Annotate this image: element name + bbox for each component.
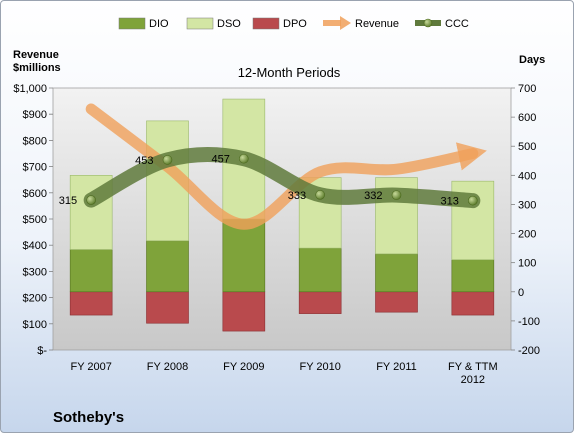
x-tick-label: FY & TTM [448,361,498,373]
ccc-point [86,195,96,205]
left-tick-label: $1,000 [13,83,47,95]
right-axis-label: Days [519,54,545,66]
chart-title: 12-Month Periods [238,65,341,80]
ccc-point [468,195,478,206]
x-tick-label: FY 2010 [299,361,340,373]
ccc-point [315,190,325,200]
right-tick-label: -200 [518,345,540,357]
left-tick-label: $800 [23,135,47,147]
bar-dio [69,249,113,293]
legend-label-dpo: DPO [283,18,307,30]
left-tick-label: $900 [23,109,47,121]
right-tick-label: 600 [518,112,536,124]
left-axis: $- $100 $200 $300 $400 $500 $600 $700 $800 $900 $1… [13,83,53,357]
ccc-data-label: 453 [135,155,153,167]
bar-dio [298,247,342,293]
right-tick-label: -100 [518,316,540,328]
x-tick-label: FY 2008 [147,361,188,373]
ccc-data-label: 313 [440,196,458,208]
bar-dio [146,240,189,293]
legend-label-ccc: CCC [445,18,469,30]
legend-label-dso: DSO [217,18,241,30]
x-tick-label: 2012 [461,374,485,386]
legend-swatch-dio [118,17,146,30]
right-tick-label: 0 [518,287,524,299]
left-tick-label: $400 [23,240,47,252]
ccc-point [162,155,173,165]
company-name: Sotheby's [53,409,124,426]
bar-dio [375,253,418,293]
left-axis-label-line1: Revenue [13,49,59,61]
bar-dpo [451,291,495,316]
left-tick-label: $600 [23,188,47,200]
ccc-point [239,153,249,164]
legend-swatch-dpo [252,17,280,30]
right-tick-label: 700 [518,83,536,95]
left-tick-label: $- [37,345,47,357]
ccc-data-label: 315 [59,195,77,207]
ccc-data-label: 457 [211,154,229,166]
right-tick-label: 400 [518,170,536,182]
bar-dpo [375,291,418,313]
left-tick-label: $700 [23,162,47,174]
legend-label-revenue: Revenue [355,18,399,30]
legend-swatch-dso [186,17,214,30]
right-tick-label: 500 [518,141,536,153]
right-tick-label: 200 [518,229,536,241]
left-tick-label: $200 [23,293,47,305]
legend: DIO DSO DPO Revenue CCC [118,16,469,30]
x-tick-label: FY 2009 [223,361,264,373]
ccc-point [391,190,402,200]
lines: 315 453 457 333 332 313 [59,103,487,230]
legend-arrow-head [340,16,351,30]
x-tick-label: FY 2011 [376,361,417,373]
ccc-data-label: 333 [288,190,306,202]
right-tick-label: 300 [518,199,536,211]
right-axis: -200 -100 0 100 200 300 400 500 600 700 [511,83,540,357]
bar-dio [451,259,495,293]
bar-dpo [222,291,266,332]
bar-dpo [298,291,342,314]
ccc-data-label: 332 [364,190,382,202]
legend-label-dio: DIO [149,18,169,30]
bar-dpo [69,291,113,316]
left-tick-label: $500 [23,214,47,226]
bar-dio [222,218,266,293]
right-tick-label: 100 [518,258,536,270]
left-tick-label: $300 [23,266,47,278]
left-tick-label: $100 [23,319,47,331]
legend-dot-ccc [423,18,433,28]
x-axis: FY 2007 FY 2008 FY 2009 FY 2010 FY 2011 FY & … [70,361,497,386]
bar-dpo [146,291,189,324]
left-axis-label-line2: $millions [13,62,61,74]
x-tick-label: FY 2007 [70,361,111,373]
